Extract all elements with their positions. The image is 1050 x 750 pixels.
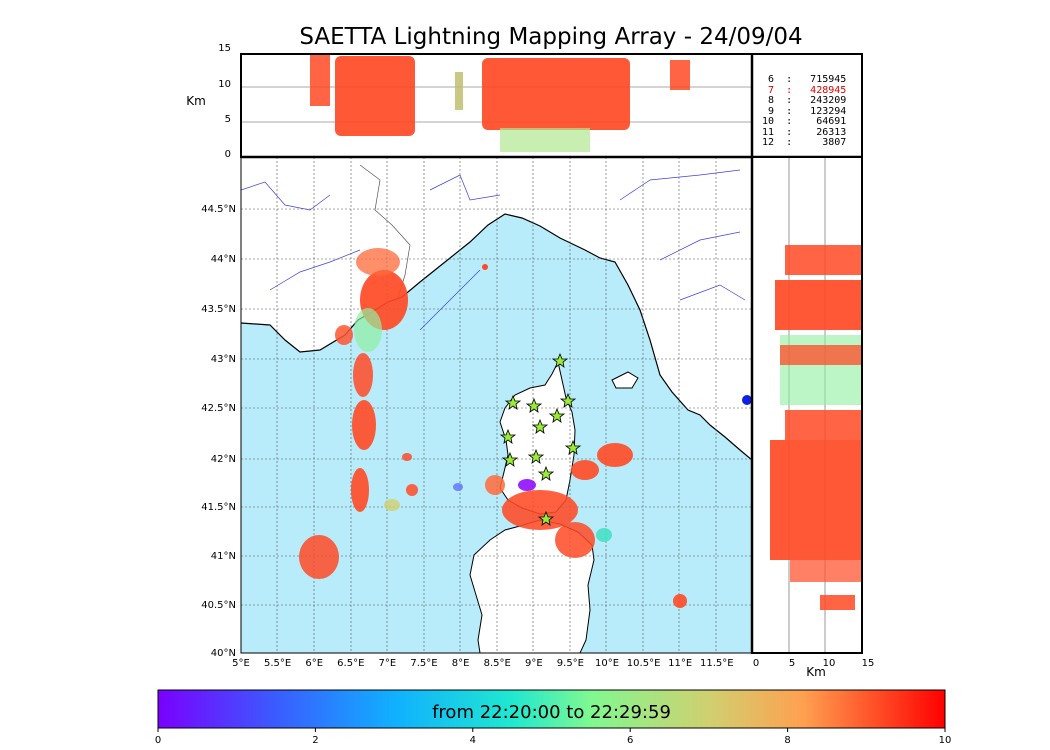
lon-tick-label: 6.5°E (337, 658, 364, 669)
station-marker (525, 397, 543, 413)
station-marker (548, 407, 566, 423)
lon-tick-label: 8°E (452, 658, 470, 669)
station-marker (537, 510, 555, 526)
source-count-row: 7 : 428945 (756, 84, 847, 96)
lon-tick-label: 11.5°E (700, 658, 734, 669)
source-count-row: 6 : 715945 (756, 74, 847, 85)
lat-tick-label: 41.5°N (201, 502, 236, 513)
colorbar-tick-label: 6 (627, 735, 633, 746)
colorbar-tick-label: 2 (312, 735, 318, 746)
colorbar-label: from 22:20:00 to 22:29:59 (432, 702, 671, 723)
lon-tick-label: 5°E (232, 658, 250, 669)
lat-tick-label: 40.5°N (201, 600, 236, 611)
axis-ticks: 5°E 5.5°E 6°E 6.5°E 7°E 7.5°E 8°E 8.5°E 9°E 9.5°E… (186, 43, 874, 679)
source-count-row: 8 : 243209 (756, 95, 847, 106)
top-panel-ytick: 5 (225, 114, 231, 125)
elba-island (611, 371, 639, 389)
lat-tick-label: 42°N (211, 454, 236, 465)
station-marker (499, 428, 517, 444)
station-marker (564, 439, 582, 455)
right-panel-xtick: 15 (862, 658, 875, 669)
lon-tick-label: 10.5°E (627, 658, 661, 669)
station-marker (501, 451, 519, 467)
top-panel-ylabel: Km (186, 94, 206, 108)
right-panel-xtick: 0 (753, 658, 759, 669)
map-panel (241, 157, 752, 653)
colorbar-tick-label: 10 (939, 735, 952, 746)
lon-tick-label: 10°E (595, 658, 619, 669)
lon-tick-label: 8.5°E (484, 658, 511, 669)
source-count-row: 11 : 26313 (756, 126, 847, 138)
station-marker (559, 392, 577, 408)
figure-title: SAETTA Lightning Mapping Array - 24/09/0… (299, 24, 803, 50)
right-panel-xtick: 10 (823, 658, 836, 669)
station-marker (504, 394, 522, 410)
source-count-row: 12 : 3807 (756, 137, 847, 148)
lat-tick-label: 43.5°N (201, 304, 236, 315)
lon-tick-label: 6°E (305, 658, 323, 669)
lon-tick-label: 9.5°E (557, 658, 584, 669)
station-marker (527, 448, 545, 464)
lon-tick-label: 7.5°E (410, 658, 437, 669)
station-marker (531, 418, 549, 434)
station-marker (551, 352, 569, 368)
top-altitude-panel (241, 54, 862, 157)
colorbar (157, 689, 946, 729)
top-panel-ytick: 0 (225, 149, 231, 160)
source-count-list: 6 : 715945 7 : 428945 8 : 243209 9 : 123… (756, 74, 862, 149)
top-panel-ytick: 10 (218, 79, 231, 90)
colorbar-tick-label: 8 (784, 735, 790, 746)
colorbar-ticks: 0 2 4 6 8 10 (155, 728, 952, 746)
lat-tick-label: 44.5°N (201, 204, 236, 215)
colorbar-tick-label: 0 (155, 735, 161, 746)
top-panel-ytick: 15 (218, 43, 231, 54)
lat-tick-label: 43°N (211, 354, 236, 365)
right-panel-xtick: 5 (789, 658, 795, 669)
source-count-row: 9 : 123294 (756, 105, 847, 117)
source-count-row: 10 : 64691 (756, 116, 847, 127)
lon-tick-label: 11°E (668, 658, 692, 669)
blue-marker (742, 395, 752, 405)
colorbar-tick-label: 4 (470, 735, 476, 746)
lat-tick-label: 42.5°N (201, 403, 236, 414)
lon-tick-label: 7°E (379, 658, 397, 669)
right-altitude-panel (752, 157, 862, 653)
lat-tick-label: 44°N (211, 254, 236, 265)
lon-tick-label: 5.5°E (264, 658, 291, 669)
lat-tick-label: 40°N (211, 648, 236, 659)
lon-tick-label: 9°E (525, 658, 543, 669)
lat-tick-label: 41°N (211, 551, 236, 562)
station-marker (537, 465, 555, 481)
lightning-sources (299, 248, 687, 608)
station-markers (499, 352, 582, 526)
right-panel-xlabel: Km (806, 665, 826, 679)
